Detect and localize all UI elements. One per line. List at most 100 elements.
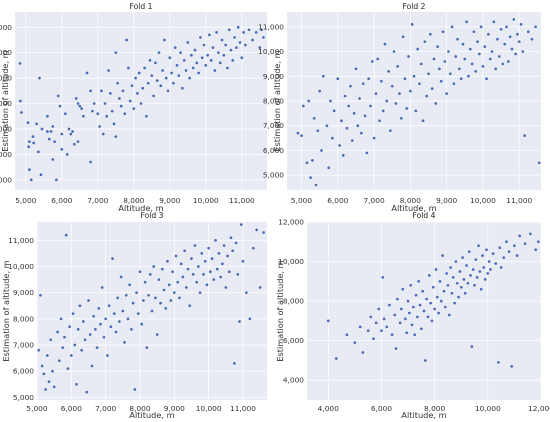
data-point xyxy=(251,246,255,250)
data-point xyxy=(408,311,411,315)
data-point xyxy=(81,320,85,323)
data-point xyxy=(470,345,474,348)
x-tick-label: 9,000 xyxy=(436,196,457,205)
data-point xyxy=(414,109,418,113)
data-point xyxy=(209,58,213,62)
data-point xyxy=(190,257,193,260)
data-point xyxy=(135,291,138,295)
x-tick-label: 6,000 xyxy=(327,196,348,205)
data-point xyxy=(92,314,95,318)
data-point xyxy=(345,126,349,130)
data-point xyxy=(443,305,447,309)
data-point xyxy=(179,262,183,266)
data-point xyxy=(39,293,42,297)
data-point xyxy=(181,86,184,90)
data-point xyxy=(238,320,241,323)
data-point xyxy=(529,232,532,236)
data-point xyxy=(167,283,171,287)
data-point xyxy=(64,233,68,237)
data-point xyxy=(121,309,125,313)
data-point xyxy=(44,388,47,391)
data-point xyxy=(445,92,449,95)
data-point xyxy=(94,327,97,331)
data-point xyxy=(160,267,164,271)
data-point xyxy=(477,52,481,56)
data-point xyxy=(499,27,503,31)
data-point xyxy=(370,60,374,63)
data-point xyxy=(188,76,191,80)
data-point xyxy=(138,270,142,274)
data-point xyxy=(260,28,263,32)
data-point xyxy=(258,46,262,49)
data-point xyxy=(143,66,146,70)
data-point xyxy=(170,71,173,75)
y-tick-label: 6,000 xyxy=(13,367,34,376)
data-point xyxy=(134,76,137,80)
data-point xyxy=(423,359,427,362)
data-point xyxy=(78,104,82,108)
data-point xyxy=(56,330,59,334)
data-point xyxy=(172,291,176,295)
data-point xyxy=(325,124,329,128)
data-point xyxy=(114,135,118,138)
data-point xyxy=(345,333,349,337)
data-point xyxy=(473,283,476,287)
data-point xyxy=(457,295,460,299)
data-point xyxy=(423,40,427,44)
data-point xyxy=(188,304,192,308)
data-point xyxy=(514,52,517,56)
data-point xyxy=(19,99,22,103)
data-point xyxy=(139,102,143,105)
data-point xyxy=(296,131,300,135)
data-point xyxy=(437,311,440,315)
data-point xyxy=(227,270,231,274)
data-point xyxy=(336,77,340,81)
data-point xyxy=(472,30,476,34)
data-point xyxy=(37,348,41,352)
data-point xyxy=(505,240,508,244)
data-point xyxy=(248,317,252,321)
data-point xyxy=(236,25,240,29)
data-point xyxy=(83,338,87,342)
data-point xyxy=(378,119,381,123)
data-point xyxy=(309,176,312,179)
data-point xyxy=(301,104,305,108)
data-point xyxy=(369,315,373,319)
data-point xyxy=(51,369,54,373)
data-point xyxy=(119,275,123,279)
data-point xyxy=(508,35,512,39)
data-point xyxy=(475,276,479,279)
data-point xyxy=(80,348,83,352)
data-point xyxy=(197,71,200,75)
data-point xyxy=(104,317,108,321)
data-point xyxy=(222,53,226,57)
data-point xyxy=(438,279,442,283)
data-point xyxy=(390,84,394,88)
data-point xyxy=(118,320,121,323)
data-point xyxy=(46,114,49,118)
data-point xyxy=(398,321,402,325)
data-point xyxy=(512,18,516,21)
data-point xyxy=(410,323,414,327)
data-point xyxy=(220,38,224,42)
data-point xyxy=(235,46,238,49)
data-point xyxy=(262,231,265,234)
y-tick-label: 9,000 xyxy=(0,74,12,83)
data-point xyxy=(427,274,431,277)
data-point xyxy=(103,102,107,105)
data-point xyxy=(116,296,120,300)
data-point xyxy=(401,35,405,39)
data-point xyxy=(530,37,534,41)
data-point xyxy=(374,92,378,95)
data-point xyxy=(212,278,216,281)
data-point xyxy=(352,112,356,115)
y-axis-label: Estimation of altitude, m xyxy=(0,50,10,151)
data-point xyxy=(137,71,141,75)
data-point xyxy=(127,66,130,70)
y-axis-label: Estimation of altitude, m xyxy=(272,50,282,151)
y-tick-label: 8,000 xyxy=(263,97,284,106)
data-point xyxy=(222,244,226,247)
data-point xyxy=(125,38,128,42)
data-point xyxy=(51,158,55,161)
data-point xyxy=(206,53,209,57)
